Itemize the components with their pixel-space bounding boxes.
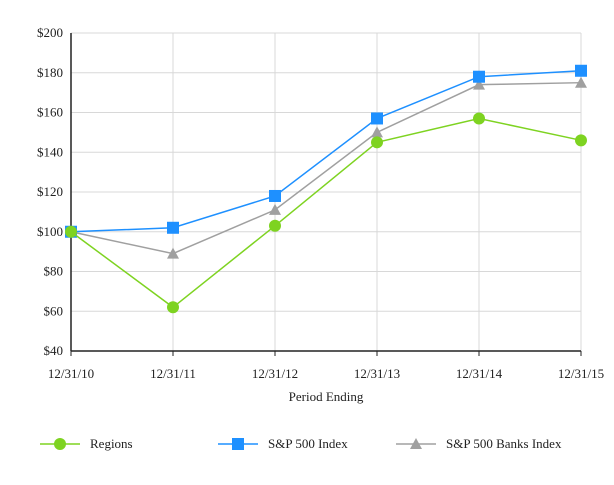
x-tick-label: 12/31/10 (48, 366, 94, 381)
y-tick-label: $180 (37, 65, 63, 80)
data-point-regions (575, 134, 587, 147)
data-point-s-p-500-banks-index (167, 247, 179, 259)
data-point-s-p-500-index (473, 70, 485, 83)
legend-marker-s-p-500-banks-index (410, 438, 422, 449)
data-point-s-p-500-index (575, 64, 587, 77)
data-point-s-p-500-banks-index (269, 203, 281, 215)
x-tick-label: 12/31/15 (558, 366, 604, 381)
series-line-regions (70, 117, 582, 309)
x-tick-label: 12/31/12 (252, 366, 298, 381)
data-point-s-p-500-index (371, 112, 383, 125)
y-tick-label: $80 (44, 264, 64, 279)
x-tick-label: 12/31/14 (456, 366, 503, 381)
y-tick-label: $100 (37, 224, 63, 239)
x-tick-label: 12/31/11 (150, 366, 196, 381)
legend-label-s-p-500-banks-index: S&P 500 Banks Index (446, 436, 562, 451)
series-line-s-p-500-index (70, 70, 582, 233)
data-point-regions (269, 219, 281, 232)
data-point-s-p-500-banks-index (575, 76, 587, 88)
data-point-s-p-500-index (167, 221, 179, 234)
legend-label-regions: Regions (90, 436, 133, 451)
legend-marker-s-p-500-index (232, 438, 244, 450)
x-axis-label: Period Ending (289, 389, 364, 404)
data-point-regions (371, 136, 383, 149)
x-tick-label: 12/31/13 (354, 366, 400, 381)
data-point-regions (65, 225, 77, 238)
y-tick-label: $40 (44, 343, 64, 358)
legend-marker-regions (54, 438, 66, 450)
y-tick-label: $60 (44, 303, 64, 318)
data-point-regions (167, 301, 179, 314)
data-point-s-p-500-banks-index (371, 126, 383, 138)
y-tick-label: $160 (37, 105, 63, 120)
legend-label-s-p-500-index: S&P 500 Index (268, 436, 348, 451)
data-point-s-p-500-banks-index (473, 78, 485, 90)
y-tick-label: $200 (37, 25, 63, 40)
y-tick-label: $120 (37, 184, 63, 199)
series-line-s-p-500-banks-index (70, 81, 582, 255)
data-point-s-p-500-index (269, 189, 281, 202)
data-point-regions (473, 112, 485, 125)
y-tick-label: $140 (37, 144, 63, 159)
